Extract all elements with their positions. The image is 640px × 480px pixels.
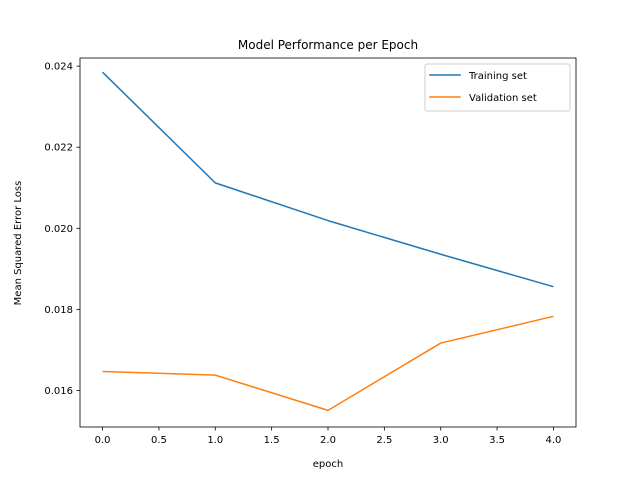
y-tick-label: 0.020 (44, 224, 73, 235)
plot-lines (102, 71, 554, 412)
series-line-validation (102, 315, 554, 412)
series-line-training (102, 71, 554, 288)
plot-frame (79, 57, 577, 428)
legend-box (424, 63, 571, 112)
x-tick-label: 3.5 (489, 435, 505, 446)
x-tick-label: 4.0 (546, 435, 562, 446)
x-tick-label: 0.5 (151, 435, 167, 446)
legend-label-validation: Validation set (469, 93, 537, 104)
x-tick-label: 1.5 (264, 435, 280, 446)
x-tick-label: 2.0 (320, 435, 336, 446)
legend-label-training: Training set (468, 71, 527, 82)
x-axis-label: epoch (313, 459, 343, 470)
y-tick-label: 0.016 (44, 386, 73, 397)
legend: Training set Validation set (424, 63, 571, 112)
x-tick-label: 3.0 (433, 435, 449, 446)
y-tick-label: 0.022 (44, 143, 73, 154)
x-tick-label: 1.0 (207, 435, 223, 446)
x-tick-label: 2.5 (376, 435, 392, 446)
chart-title: Model Performance per Epoch (238, 38, 418, 52)
x-tick-label: 0.0 (95, 435, 111, 446)
x-axis: 0.0 0.5 1.0 1.5 2.0 2.5 3.0 3.5 4.0 (95, 427, 562, 446)
y-axis-label: Mean Squared Error Loss (13, 181, 24, 306)
y-tick-label: 0.018 (44, 305, 73, 316)
y-tick-label: 0.024 (44, 62, 73, 73)
y-axis: 0.016 0.018 0.020 0.022 0.024 (44, 62, 80, 397)
